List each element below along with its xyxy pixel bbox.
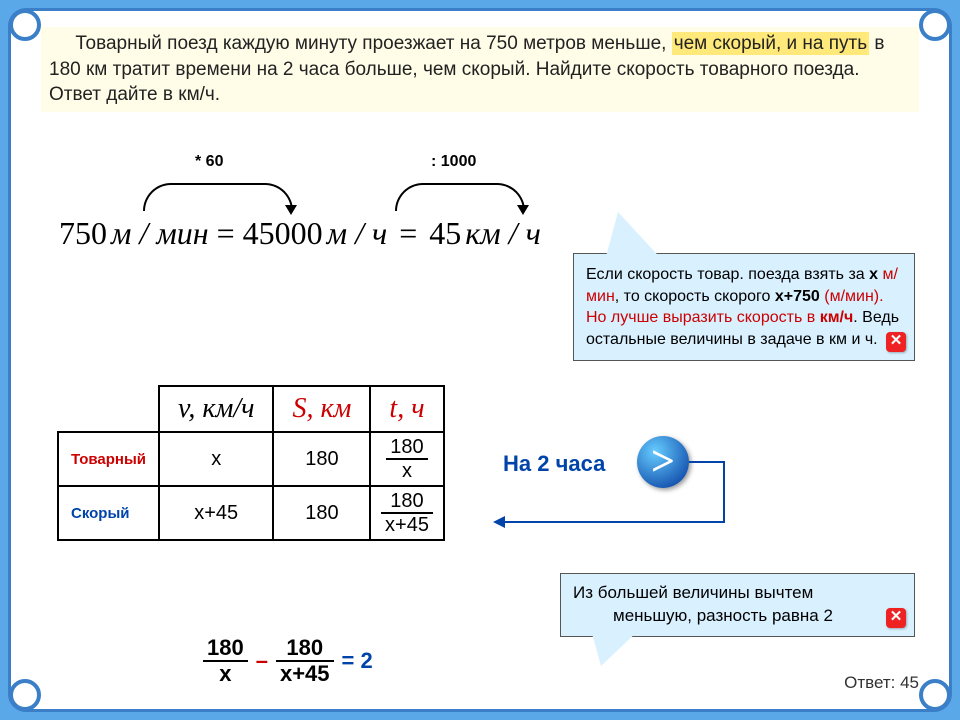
table-header-row: v, км/ч S, км t, ч (58, 386, 444, 432)
cv-u1: м / мин (111, 215, 209, 252)
tooltip-hint1: Если скорость товар. поезда взять за х м… (573, 253, 915, 361)
cell-fast-v: х+45 (159, 486, 273, 540)
content-area: Товарный поезд каждую минуту проезжает н… (23, 23, 937, 697)
problem-highlight: чем скорый, и на путь (672, 32, 869, 55)
cell-freight-s: 180 (273, 432, 370, 486)
annotation-div1000: : 1000 (431, 153, 476, 171)
table-row-freight: Товарный х 180 180x (58, 432, 444, 486)
arrow2 (517, 205, 529, 215)
cv-v3: 45 (429, 215, 461, 252)
problem-text: Товарный поезд каждую минуту проезжает н… (41, 27, 919, 112)
close-icon[interactable]: ✕ (886, 608, 906, 628)
solution-table: v, км/ч S, км t, ч Товарный х 180 180x С… (57, 385, 445, 541)
cell-fast-s: 180 (273, 486, 370, 540)
tooltip-hint2: Из большей величины вычтем меньшую, разн… (560, 573, 915, 637)
arrow1 (285, 205, 297, 215)
arc1 (143, 183, 293, 211)
close-icon[interactable]: ✕ (886, 332, 906, 352)
cell-freight-v: х (159, 432, 273, 486)
col-t: t, ч (370, 386, 443, 432)
connector-arrow (493, 516, 505, 528)
connector-h1 (689, 461, 725, 463)
annotation-mult60: * 60 (195, 153, 223, 171)
problem-part1: Товарный поезд каждую минуту проезжает н… (75, 33, 666, 54)
row-freight-label: Товарный (58, 432, 159, 486)
col-v: v, км/ч (159, 386, 273, 432)
cv-u2: м / ч (327, 215, 388, 252)
conversion-equation: 750 м / мин = 45000 м / ч = 45 км / ч (57, 215, 543, 252)
on-2-hours-label: На 2 часа (503, 451, 605, 477)
cv-eq1: = (217, 215, 235, 252)
final-equation: 180x – 180x+45 = 2 (203, 637, 373, 685)
cv-eq2: = (399, 215, 417, 252)
cv-v1: 750 (59, 215, 107, 252)
table-row-fast: Скорый х+45 180 180x+45 (58, 486, 444, 540)
cell-freight-t: 180x (370, 432, 443, 486)
connector-v1 (723, 461, 725, 523)
row-fast-label: Скорый (58, 486, 159, 540)
connector-h2 (501, 521, 725, 523)
cv-u3: км / ч (465, 215, 541, 252)
col-s: S, км (273, 386, 370, 432)
slide-frame: Товарный поезд каждую минуту проезжает н… (8, 8, 952, 712)
answer-text: Ответ: 45 (844, 673, 919, 693)
greater-badge: > (637, 436, 689, 488)
cell-fast-t: 180x+45 (370, 486, 443, 540)
arc2 (395, 183, 525, 211)
cv-v2: 45000 (243, 215, 323, 252)
